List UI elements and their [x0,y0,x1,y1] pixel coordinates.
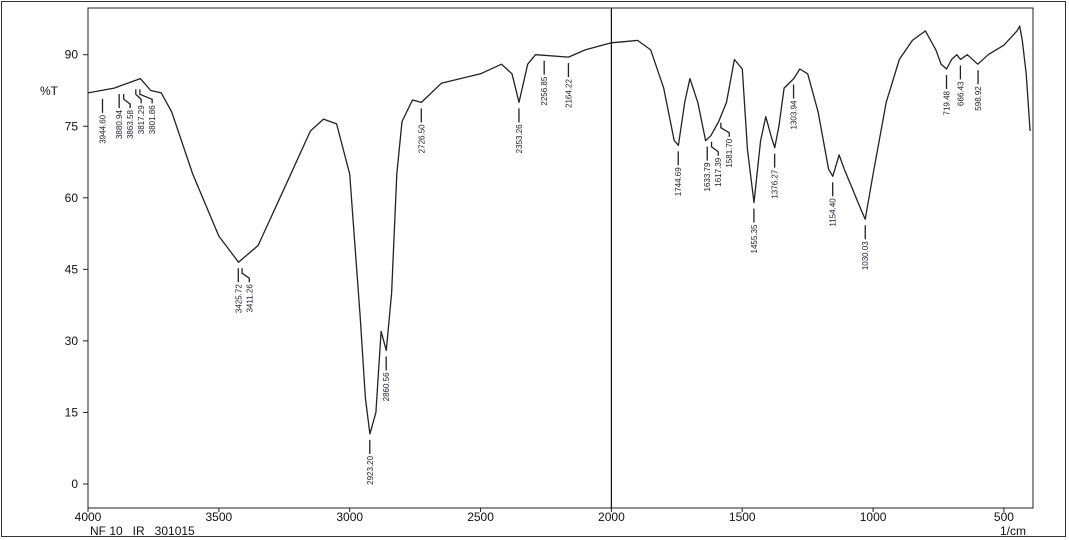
peak-label: 1744.69 [674,167,683,196]
peak-marker [123,94,131,109]
peak-marker [241,268,250,283]
peak-marker [135,89,142,104]
peak-label: 3817.29 [137,105,146,134]
plot-area [87,7,1034,509]
peak-label: 2726.50 [417,124,426,153]
peak-label: 2923.20 [366,455,375,484]
peak-label: 3411.26 [245,284,254,313]
y-tick-label: 75 [65,119,79,133]
peak-label: 3425.72 [234,284,243,313]
x-tick-label: 500 [994,510,1014,524]
peak-label: 1030.03 [861,241,870,270]
peak-label: 1376.27 [771,169,780,198]
peak-label: 1303.94 [790,100,799,129]
peak-label: 3880.94 [115,110,124,139]
y-tick-label: 15 [65,405,79,419]
y-tick-label: 0 [71,477,78,491]
x-tick-label: 3500 [205,510,232,524]
spectrum-line [87,25,1031,435]
x-axis-label: 1/cm [1000,524,1026,538]
peak-label: 3863.58 [126,110,135,139]
peak-label: 2256.85 [540,76,549,105]
peak-label: 1154.40 [829,198,838,227]
peak-label: 1633.79 [703,162,712,191]
peak-label: 3944.60 [98,114,107,143]
x-tick-label: 1500 [729,510,756,524]
y-tick-label: 45 [65,262,79,276]
peak-marker [710,141,719,156]
sample-footer: NF 10 IR 301015 [90,524,195,538]
peak-label: 2164.22 [564,79,573,108]
peak-label: 598.92 [974,86,983,111]
y-tick-label: 30 [65,334,79,348]
y-axis-label: %T [40,84,59,98]
x-tick-label: 2500 [467,510,494,524]
peak-label: 1581.70 [725,138,734,167]
peak-label: 1455.35 [750,224,759,253]
peak-label: 1617.39 [714,157,723,186]
peak-marker [720,122,730,137]
x-tick-label: 1000 [860,510,887,524]
peak-label: 666.43 [956,81,965,106]
peak-label: 2860.56 [382,372,391,401]
y-tick-label: 60 [65,191,79,205]
peak-label: 719.48 [943,90,952,115]
y-tick-label: 90 [65,48,79,62]
x-tick-label: 3000 [336,510,363,524]
x-tick-label: 2000 [598,510,625,524]
peak-label: 3801.86 [148,105,157,134]
peak-marker [139,89,153,104]
x-tick-label: 4000 [75,510,102,524]
peak-label: 2353.26 [515,124,524,153]
